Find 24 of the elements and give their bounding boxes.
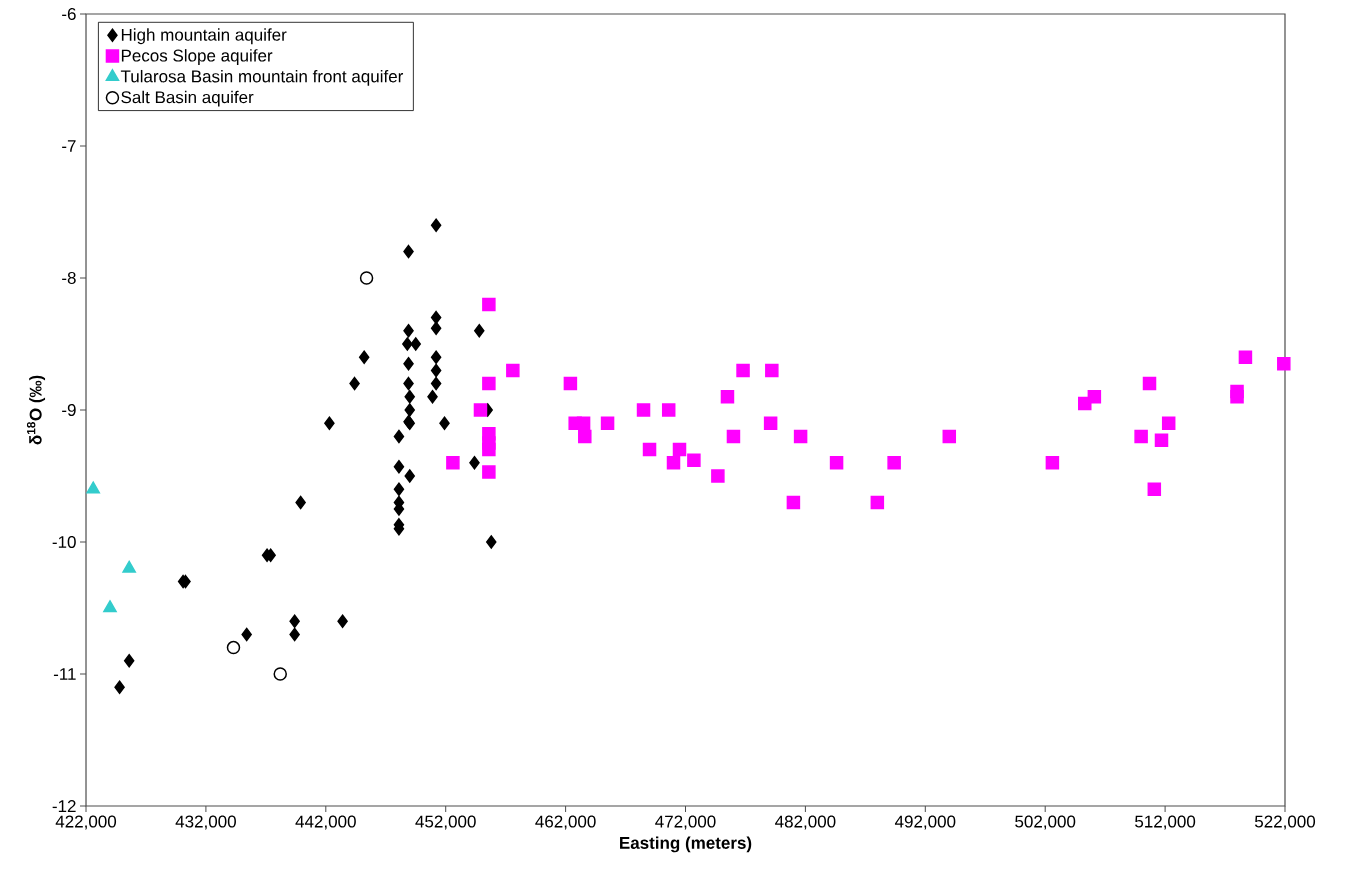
x-tick-label: 472,000 [655,815,716,830]
x-tick-label: 512,000 [1135,815,1196,830]
x-tick-label: 492,000 [894,815,956,830]
x-tick-label: 442,000 [295,815,356,830]
x-tick-label: 522,000 [1254,815,1316,830]
y-tick-label: -11 [53,668,76,680]
legend-label: Pecos Slope aquifer [121,49,273,65]
y-tick-label: -8 [62,271,76,285]
x-tick-label: 482,000 [775,815,836,830]
legend-label: Salt Basin aquifer [121,90,254,107]
x-tick-label: 422,000 [55,815,117,830]
y-tick-label: -6 [62,7,76,21]
y-axis-title: δ$^{18}$O (‰) [26,375,46,445]
x-tick-label: 502,000 [1015,815,1076,830]
x-tick-label: 452,000 [415,815,476,830]
x-tick-label: 432,000 [175,815,236,830]
legend-label: Tularosa Basin mountain front aquifer [120,69,404,86]
legend-label: High mountain aquifer [121,28,287,45]
y-tick-label: -12 [52,800,76,812]
y-tick-label: -10 [52,535,76,549]
x-tick-label: 462,000 [535,815,596,830]
x-axis-title: Easting (meters) [620,836,752,853]
y-tick-label: -7 [62,140,76,152]
y-tick-label: -9 [62,403,76,417]
